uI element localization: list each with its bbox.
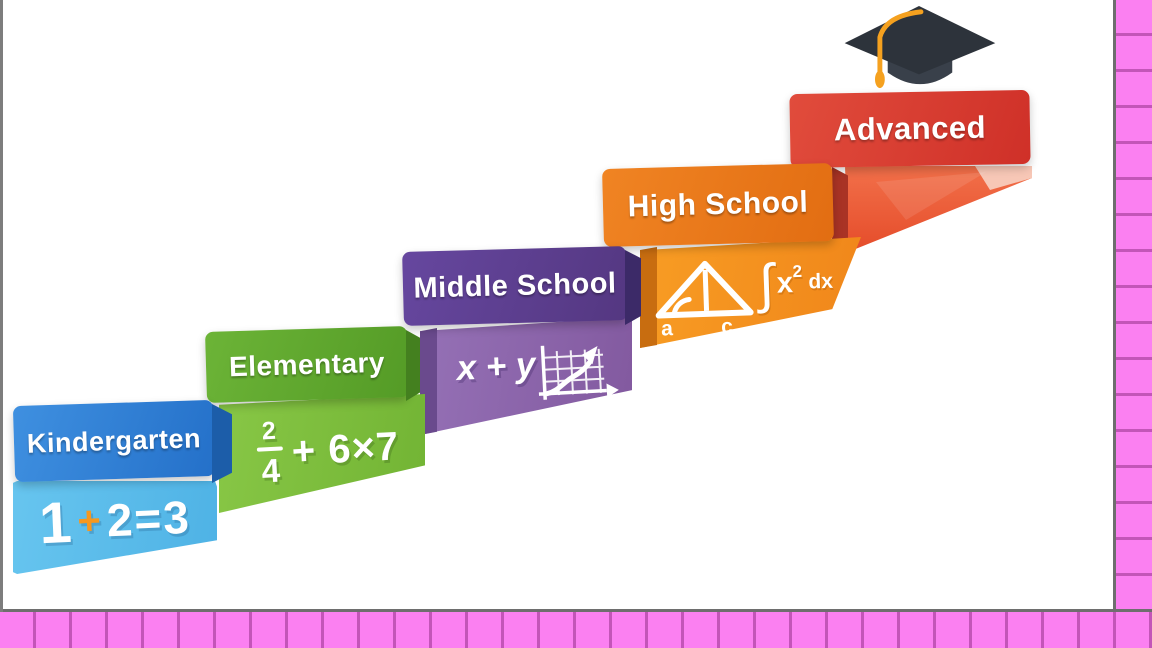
pink-grid-border-right: [1113, 0, 1152, 648]
graduation-cap-icon: [844, 5, 996, 89]
integral-differential: dx: [808, 269, 834, 294]
triangle-side-c-label: c: [721, 315, 734, 338]
elementary-label-text: Elementary: [228, 346, 386, 382]
middle-school-label: Middle School: [402, 246, 628, 326]
kindergarten-label-text: Kindergarten: [26, 422, 202, 459]
integral-sign: ∫: [758, 253, 775, 315]
algebra-expression-text: x + y: [455, 344, 537, 389]
kindergarten-label: Kindergarten: [12, 399, 216, 483]
fraction-denominator: 4: [260, 451, 281, 490]
advanced-label-text: Advanced: [833, 109, 987, 148]
kindergarten-first-number: 1: [37, 489, 73, 556]
line-graph-icon: [538, 345, 619, 400]
kindergarten-plus-sign: +: [76, 498, 102, 544]
triangle-side-a-label: a: [661, 317, 674, 338]
high-school-label-text: High School: [627, 185, 809, 224]
pink-grid-border-bottom: [0, 609, 1152, 648]
fraction-numerator: 2: [261, 416, 277, 446]
middle-school-label-right-fold: [625, 250, 641, 325]
elementary-label: Elementary: [204, 326, 410, 403]
advanced-label: Advanced: [789, 89, 1031, 169]
integral-variable: x: [776, 266, 794, 300]
integral-exponent: 2: [792, 261, 803, 282]
triangle-geometry-icon: a c: [655, 260, 754, 338]
middle-school-expression: x + y: [443, 338, 550, 395]
kindergarten-label-right-fold: [212, 404, 232, 483]
elementary-label-right-fold: [406, 330, 420, 401]
kindergarten-equation: 1 + 2=3: [21, 483, 210, 557]
elementary-equation: 2 4 + 6×7: [240, 403, 416, 498]
elementary-equation-rest: + 6×7: [290, 423, 401, 474]
high-school-integral-expression: ∫ x 2 dx: [751, 250, 841, 315]
fraction: 2 4: [255, 416, 285, 490]
high-school-content-left-fold: [640, 247, 657, 348]
high-school-right-fold: [832, 167, 848, 252]
left-edge-line: [0, 0, 3, 612]
middle-school-label-text: Middle School: [413, 266, 617, 305]
kindergarten-equation-rest: 2=3: [105, 490, 192, 547]
high-school-label: High School: [602, 163, 834, 247]
advanced-ribbon-fold: [845, 166, 1032, 252]
